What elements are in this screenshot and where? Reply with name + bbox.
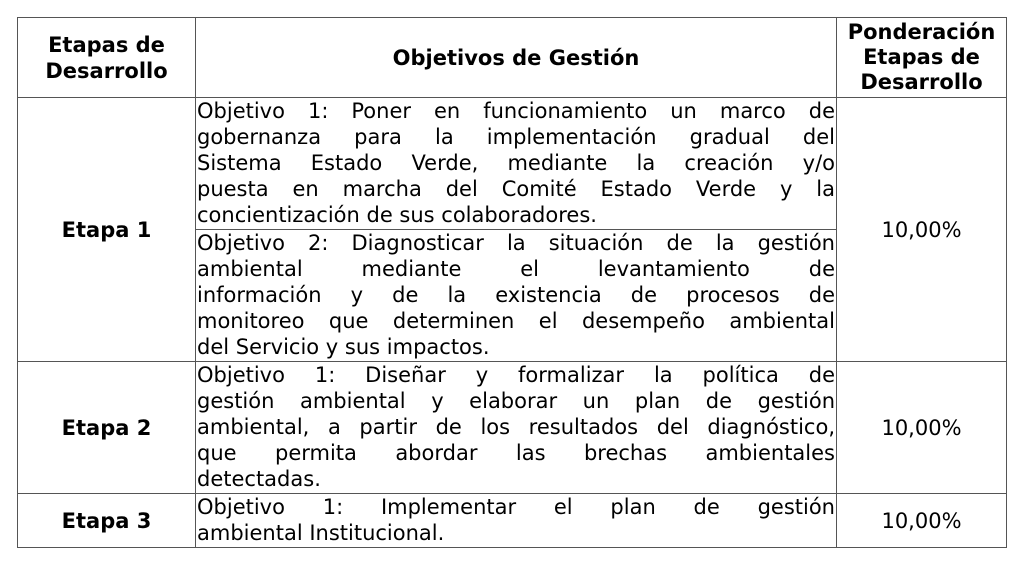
- weight-value: 10,00%: [881, 415, 962, 440]
- objective-text-line: gestión ambiental y elaborar un plan de …: [197, 389, 835, 413]
- header-objectives: Objetivos de Gestión: [195, 17, 837, 98]
- header-weight-line: Etapas de: [863, 45, 980, 69]
- objective-text-line: Objetivo 1: Implementar el plan de gesti…: [197, 495, 835, 519]
- objective-text-line: información y de la existencia de proces…: [197, 283, 835, 307]
- objective-text-line: Objetivo 1: Diseñar y formalizar la polí…: [197, 363, 835, 387]
- header-objectives-text: Objetivos de Gestión: [392, 45, 640, 70]
- weight-cell-1: 10,00%: [836, 97, 1007, 362]
- objective-text-line: gobernanza para la implementación gradua…: [197, 125, 835, 149]
- objective-text-line: del Servicio y sus impactos.: [197, 335, 490, 359]
- header-weight: Ponderación Etapas de Desarrollo: [836, 17, 1007, 98]
- objective-text-line: puesta en marcha del Comité Estado Verde…: [197, 177, 835, 201]
- stage-cell-1: Etapa 1: [17, 97, 196, 362]
- header-weight-line: Ponderación: [847, 20, 996, 44]
- weight-value: 10,00%: [881, 508, 962, 533]
- weight-value: 10,00%: [881, 217, 962, 242]
- stage-label: Etapa 1: [61, 217, 152, 242]
- stage-cell-3: Etapa 3: [17, 493, 196, 548]
- objective-cell: Objetivo 2: Diagnosticar la situación de…: [195, 229, 837, 362]
- objective-cell: Objetivo 1: Poner en funcionamiento un m…: [195, 97, 837, 230]
- objective-text-line: detectadas.: [197, 467, 321, 491]
- header-stages-line: Desarrollo: [45, 58, 168, 83]
- objective-text-line: Objetivo 2: Diagnosticar la situación de…: [197, 231, 835, 255]
- objective-cell: Objetivo 1: Diseñar y formalizar la polí…: [195, 361, 837, 494]
- objective-text-line: Objetivo 1: Poner en funcionamiento un m…: [197, 99, 835, 123]
- objective-text-line: Sistema Estado Verde, mediante la creaci…: [197, 151, 835, 175]
- objective-text-line: ambiental Institucional.: [197, 521, 445, 545]
- header-stages: Etapas de Desarrollo: [17, 17, 196, 98]
- header-weight-line: Desarrollo: [860, 70, 983, 94]
- stage-cell-2: Etapa 2: [17, 361, 196, 494]
- weight-cell-2: 10,00%: [836, 361, 1007, 494]
- objective-text-line: concientización de sus colaboradores.: [197, 203, 597, 227]
- weight-cell-3: 10,00%: [836, 493, 1007, 548]
- stage-label: Etapa 2: [61, 415, 152, 440]
- objective-text-line: monitoreo que determinen el desempeño am…: [197, 309, 835, 333]
- objective-text-line: que permita abordar las brechas ambienta…: [197, 441, 835, 465]
- header-stages-line: Etapas de: [48, 32, 165, 57]
- objective-cell: Objetivo 1: Implementar el plan de gesti…: [195, 493, 837, 548]
- objective-text-line: ambiental mediante el levantamiento de: [197, 257, 835, 281]
- objective-text-line: ambiental, a partir de los resultados de…: [197, 415, 835, 439]
- stage-label: Etapa 3: [61, 508, 152, 533]
